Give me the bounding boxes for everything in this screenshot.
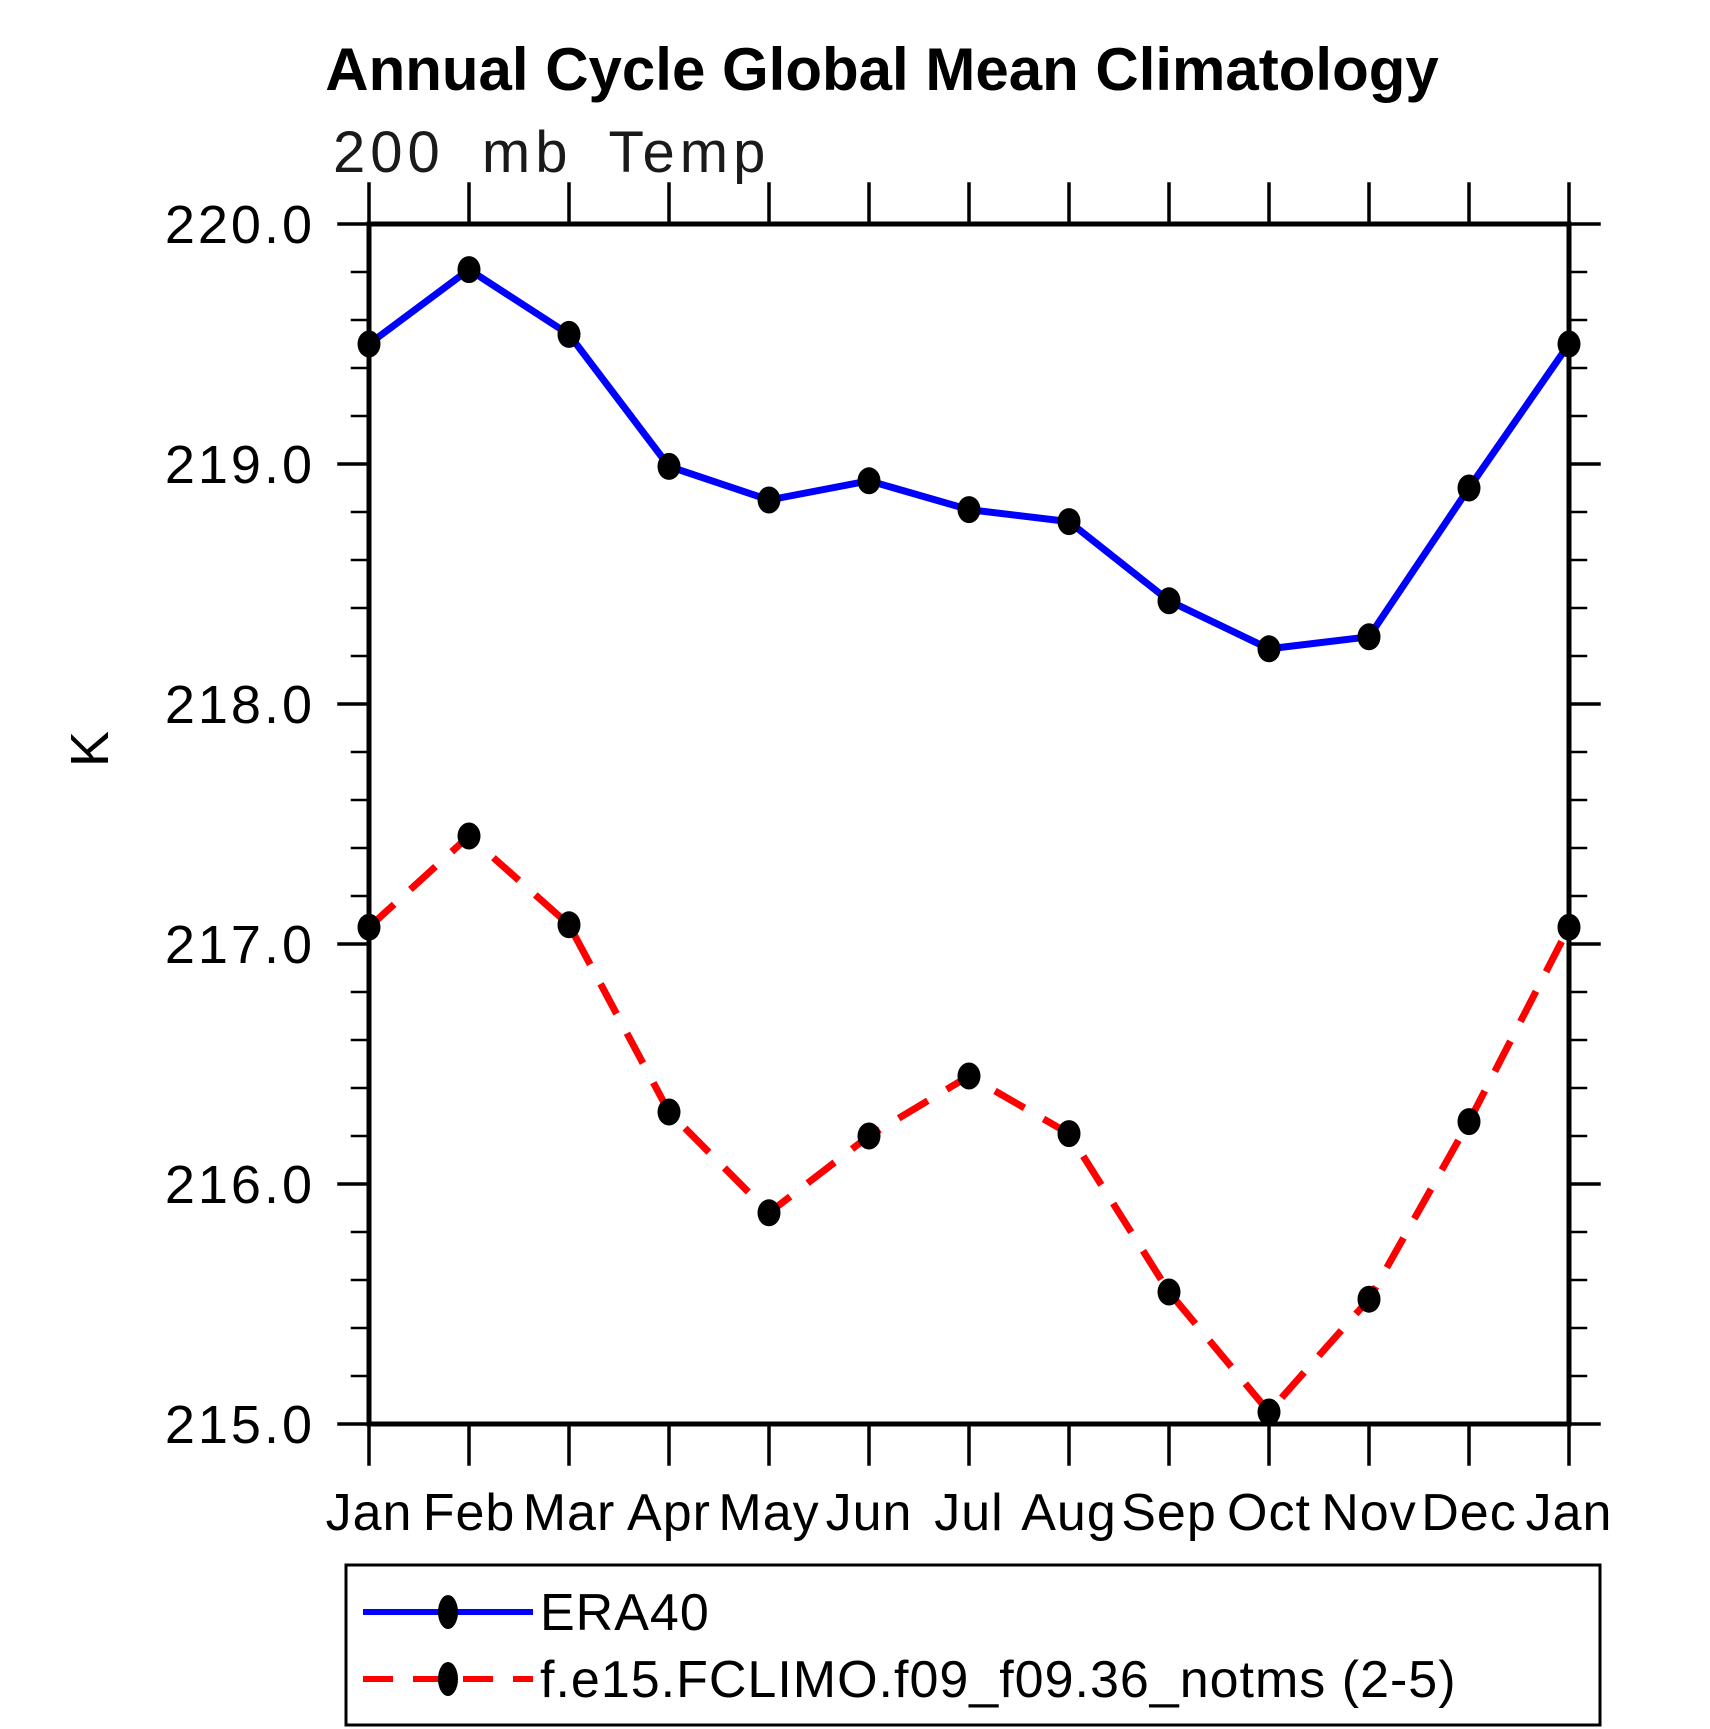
data-point-s0-3 (657, 452, 681, 480)
x-tick-label-5: Jun (826, 1484, 913, 1542)
data-point-s1-7 (1057, 1120, 1081, 1148)
data-point-s1-5 (857, 1122, 881, 1150)
data-point-s0-10 (1357, 623, 1381, 651)
data-point-s1-3 (657, 1098, 681, 1126)
data-point-s1-0 (357, 913, 381, 941)
y-tick-label-2: 218.0 (165, 675, 315, 735)
data-point-s1-1 (457, 822, 481, 850)
y-tick-label-3: 217.0 (165, 915, 315, 975)
y-axis-label: K (60, 729, 120, 767)
data-point-s1-4 (757, 1199, 781, 1227)
data-point-s0-2 (557, 320, 581, 348)
data-point-s0-4 (757, 486, 781, 514)
data-point-s1-2 (557, 911, 581, 939)
legend-label-0: ERA40 (540, 1584, 710, 1642)
data-point-s0-6 (957, 496, 981, 524)
data-point-s0-9 (1257, 635, 1281, 663)
data-point-s0-0 (357, 330, 381, 358)
x-tick-label-4: May (718, 1484, 819, 1542)
legend-box (344, 1563, 1602, 1727)
chart-title: Annual Cycle Global Mean Climatology (325, 36, 1439, 103)
x-tick-label-12: Jan (1526, 1484, 1613, 1542)
data-point-s0-1 (457, 256, 481, 284)
data-point-s0-8 (1157, 587, 1181, 615)
x-tick-label-9: Oct (1227, 1484, 1311, 1542)
x-tick-label-1: Feb (423, 1484, 516, 1542)
data-point-s1-12 (1557, 913, 1581, 941)
y-tick-label-1: 219.0 (165, 435, 315, 495)
x-tick-label-11: Dec (1421, 1484, 1516, 1542)
series-line-0 (366, 266, 1572, 653)
x-tick-label-2: Mar (523, 1484, 616, 1542)
y-tick-label-0: 220.0 (165, 195, 315, 255)
legend-marker-0 (438, 1595, 458, 1629)
x-tick-label-8: Sep (1121, 1484, 1217, 1542)
legend-label-1: f.e15.FCLIMO.f09_f09.36_notms (2-5) (540, 1651, 1457, 1709)
y-tick-label-5: 215.0 (165, 1395, 315, 1455)
data-point-s0-5 (857, 467, 881, 495)
x-tick-label-6: Jul (934, 1484, 1003, 1542)
data-point-s0-12 (1557, 330, 1581, 358)
data-point-s0-7 (1057, 508, 1081, 536)
x-tick-label-7: Aug (1021, 1484, 1117, 1542)
x-tick-label-3: Apr (627, 1484, 711, 1542)
data-point-s1-6 (957, 1062, 981, 1090)
x-tick-label-0: Jan (326, 1484, 413, 1542)
chart-subtitle: 200 mb Temp (333, 120, 770, 185)
data-point-s1-9 (1257, 1398, 1281, 1426)
legend-marker-1 (438, 1662, 458, 1696)
data-point-s1-10 (1357, 1285, 1381, 1313)
x-tick-label-10: Nov (1321, 1484, 1416, 1542)
data-point-s1-8 (1157, 1278, 1181, 1306)
y-tick-label-4: 216.0 (165, 1155, 315, 1215)
series-line-1 (366, 832, 1573, 1416)
data-point-s0-11 (1457, 474, 1481, 502)
data-point-s1-11 (1457, 1108, 1481, 1136)
